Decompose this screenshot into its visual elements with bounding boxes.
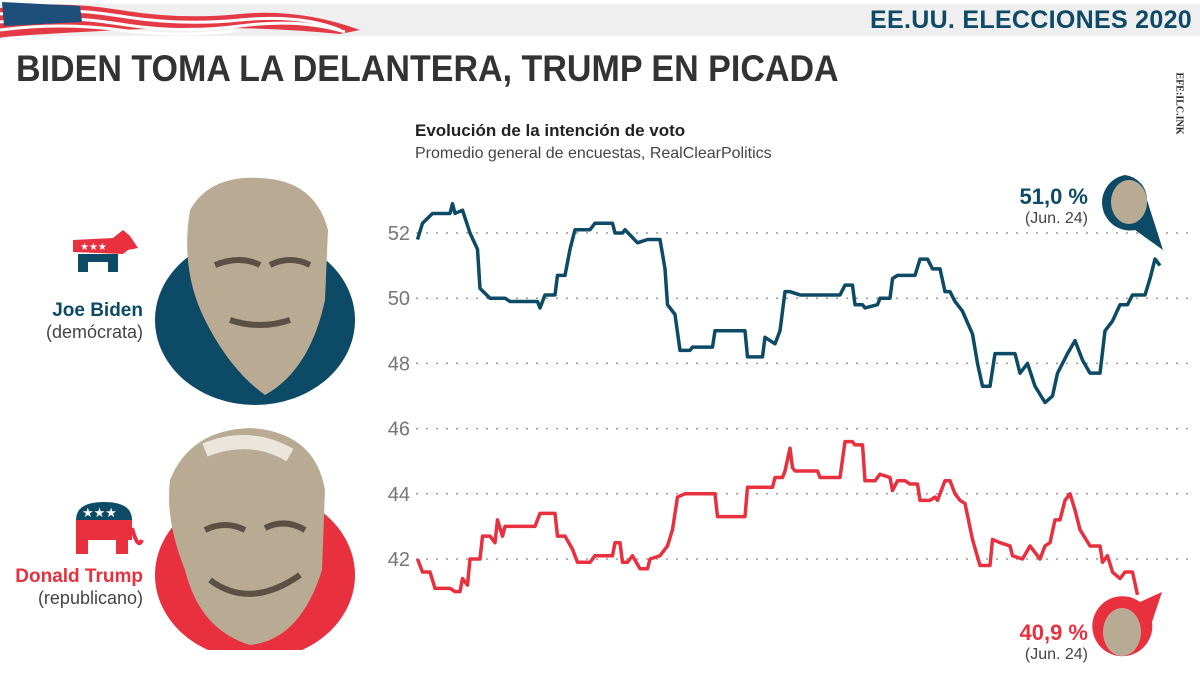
y-tick-label: 50 [388,288,410,310]
elephant-icon: ★★★ [76,502,144,554]
donkey-icon: ★★★ [73,230,138,272]
candidate-name: Donald Trump [15,566,143,587]
candidate-biden: Joe Biden (demócrata) [46,300,143,343]
trump-callout-marker [1092,592,1162,657]
portraits [155,177,355,650]
svg-text:★★★: ★★★ [82,505,117,520]
y-tick-label: 52 [388,223,410,245]
chart-subtitle: Promedio general de encuestas, RealClear… [415,145,772,162]
trump-callout: 40,9 % (Jun. 24) [1020,620,1089,664]
callout-value: 40,9 % [1019,620,1089,645]
candidate-name: Joe Biden [52,300,143,321]
biden-callout: 51,0 % (Jun. 24) [1020,184,1089,228]
series-line-biden [415,201,1162,405]
y-tick-label: 48 [388,353,410,375]
svg-text:★★★: ★★★ [80,242,107,253]
callout-date: (Jun. 24) [1024,646,1088,663]
callout-date: (Jun. 24) [1024,210,1088,227]
y-tick-label: 46 [388,419,410,441]
us-flag-icon [0,2,360,39]
candidate-trump: Donald Trump (republicano) [15,566,143,609]
y-tick-label: 44 [388,484,410,506]
biden-portrait-icon [187,177,328,395]
callout-value: 51,0 % [1019,184,1089,209]
y-tick-label: 42 [388,549,410,571]
biden-callout-marker [1102,175,1163,250]
kicker: EE.UU. ELECCIONES 2020 [870,6,1192,34]
candidate-party: (republicano) [37,588,143,608]
headline: BIDEN TOMA LA DELANTERA, TRUMP EN PICADA [16,48,839,89]
candidate-party: (demócrata) [45,322,143,342]
trump-portrait-icon [169,428,325,645]
chart-title: Evolución de la intención de voto [415,121,686,140]
series-line-trump [415,439,1140,596]
